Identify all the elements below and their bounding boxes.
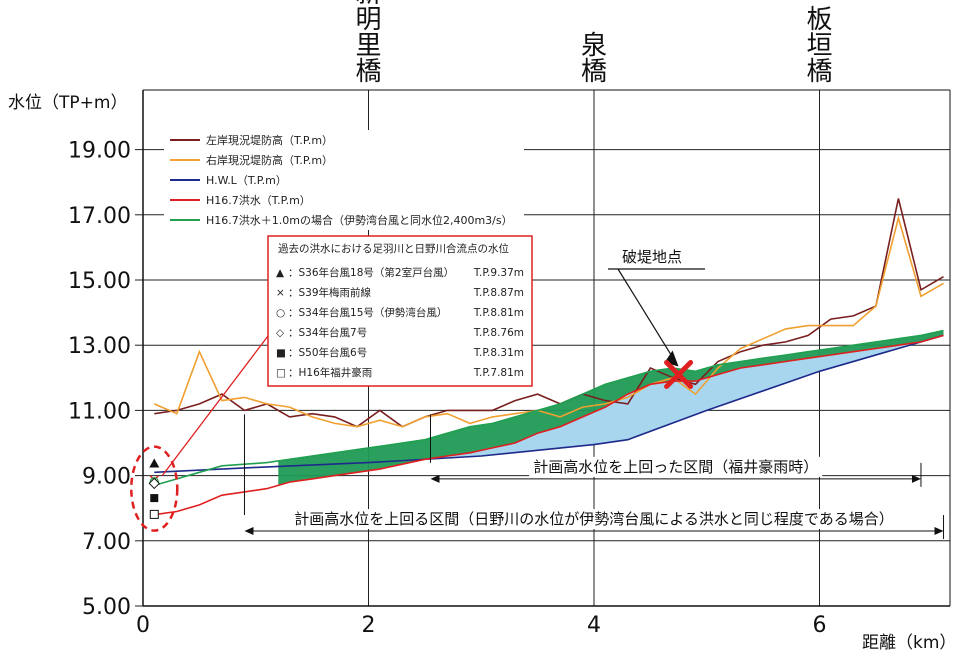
series-line-0 (154, 198, 944, 428)
axis-ticks: 5.00 7.00 9.00 11.00 13.00 15.00 17.00 19.00 0 2 4… (68, 139, 826, 638)
y-tick-label-1: 7.00 (82, 530, 131, 555)
dashed-oval (130, 445, 179, 532)
x-tick-label-1: 2 (362, 613, 376, 638)
green-area-fill (278, 330, 944, 486)
range-arrow-left-1 (244, 527, 254, 536)
legend-bg-1 (164, 150, 524, 170)
events-label-5: ：H16年福井豪雨 (288, 366, 372, 379)
marker-diamond (148, 477, 160, 490)
events-value-4: T.P.8.31m (473, 347, 524, 359)
range-label-1: 計画高水位を上回る区間（日野川の水位が伊勢湾台風による洪水と同じ程度である場合） (294, 510, 893, 528)
range-arrow-right-1 (934, 527, 944, 536)
events-label-4: ：S50年台風6号 (288, 346, 367, 359)
events-marker-0: ▲ (276, 267, 285, 279)
x-tick-label-3: 6 (813, 613, 827, 638)
events-box-frame (267, 235, 533, 387)
events-label-2: ：S34年台風15号（伊勢湾台風） (288, 306, 447, 319)
events-value-3: T.P.8.76m (473, 327, 524, 339)
x-axis-title: 距離（km） (862, 633, 956, 653)
events-value-1: T.P.8.87m (473, 287, 524, 299)
breach-label: 破堤地点 (622, 248, 682, 266)
legend: 左岸現況堤防高（T.P.m） 右岸現況堤防高（T.P.m） H.W.L（T.P.m）… (164, 130, 524, 230)
legend-label-2: H.W.L（T.P.m） (206, 174, 287, 187)
range-annotations: 計画高水位を上回った区間（福井豪雨時） 計画高水位を上回る区間（日野川の水位が伊勢… (243, 414, 945, 540)
callout-line (161, 335, 269, 476)
y-tick-label-6: 17.00 (68, 204, 131, 229)
y-tick-label-7: 19.00 (68, 139, 131, 164)
bridge-label-0: 新明里橋 (355, 0, 381, 87)
x-tick-label-0: 0 (136, 613, 150, 638)
events-marker-5: □ (276, 367, 286, 379)
breach-annotation: 破堤地点 (608, 248, 705, 390)
breach-leader (617, 268, 676, 361)
range-arrow-right-0 (911, 474, 921, 483)
legend-label-4: H16.7洪水＋1.0mの場合（伊勢湾台風と同水位2,400m3/s） (206, 213, 513, 227)
y-tick-label-2: 9.00 (82, 465, 131, 490)
marker-triangle (149, 458, 160, 468)
range-label-0: 計画高水位を上回った区間（福井豪雨時） (533, 458, 818, 476)
marker-open-square (149, 509, 159, 519)
events-marker-3: ◇ (276, 327, 285, 339)
y-axis-title: 水位（TP+m） (8, 93, 127, 113)
events-value-0: T.P.9.37m (473, 267, 524, 279)
range-label-bg-0 (529, 456, 823, 477)
breach-x-mark-b (664, 360, 694, 390)
events-label-1: ：S39年梅雨前線 (288, 286, 372, 299)
events-value-2: T.P.8.81m (473, 307, 524, 319)
series-line-4 (154, 329, 944, 487)
series-line-3 (154, 334, 944, 516)
events-label-3: ：S34年台風7号 (288, 326, 367, 339)
series-line-1 (153, 215, 944, 428)
legend-bg-2 (164, 170, 524, 190)
legend-bg-0 (164, 130, 524, 150)
legend-label-3: H16.7洪水（T.P.m） (206, 193, 311, 207)
y-tick-label-0: 5.00 (82, 595, 131, 620)
y-tick-label-4: 13.00 (68, 334, 131, 359)
bridge-labels: 新明里橋 泉橋 板垣橋 (355, 0, 832, 87)
area-fills (278, 330, 944, 486)
legend-label-0: 左岸現況堤防高（T.P.m） (206, 133, 333, 147)
historical-markers (130, 335, 269, 532)
range-arrow-left-0 (430, 474, 440, 483)
series-lines (153, 198, 944, 516)
events-marker-4: ■ (276, 347, 286, 359)
range-label-bg-1 (290, 509, 898, 530)
legend-bg-4 (164, 210, 524, 230)
series-line-2 (154, 334, 944, 474)
legend-bg-3 (164, 190, 524, 210)
legend-label-1: 右岸現況堤防高（T.P.m） (206, 153, 333, 167)
blue-area-fill (430, 335, 944, 459)
x-tick-label-2: 4 (587, 613, 601, 638)
plot-frame (142, 89, 951, 607)
y-tick-label-3: 11.00 (68, 399, 131, 424)
bridge-label-1: 泉橋 (581, 31, 607, 87)
bridge-label-2: 板垣橋 (806, 5, 832, 87)
events-value-5: T.P.7.81m (473, 367, 524, 379)
events-label-0: ：S36年台風18号（第2室戸台風） (288, 266, 454, 279)
events-box: 過去の洪水における足羽川と日野川合流点の水位 ▲ ：S36年台風18号（第2室戸台風… (267, 235, 533, 387)
y-tick-label-5: 15.00 (68, 269, 131, 294)
events-marker-1: × (276, 287, 285, 299)
events-box-title: 過去の洪水における足羽川と日野川合流点の水位 (278, 242, 509, 255)
events-marker-2: ○ (276, 307, 285, 319)
marker-filled-square (150, 494, 159, 503)
